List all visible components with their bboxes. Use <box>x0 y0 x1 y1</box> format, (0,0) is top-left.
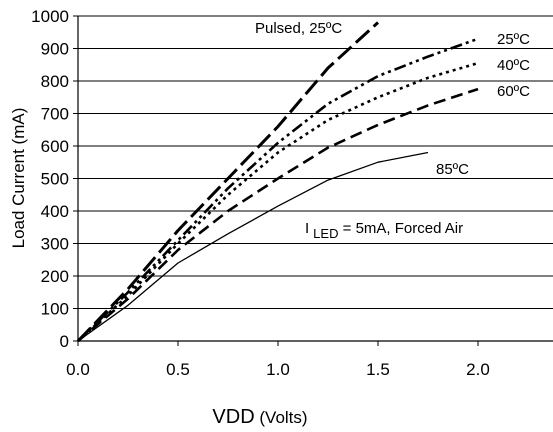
x-tick-label-2: 1.0 <box>266 360 290 379</box>
axes <box>73 15 553 346</box>
y-tick-label-10: 1000 <box>31 7 69 26</box>
y-tick-label-1: 100 <box>41 300 69 319</box>
y-tick-label-9: 900 <box>41 40 69 59</box>
x-axis-label-rest: (Volts) <box>255 408 308 427</box>
y-axis-label: Load Current (mA) <box>9 108 28 249</box>
y-tick-label-8: 800 <box>41 72 69 91</box>
x-tick-label-1: 0.5 <box>166 360 190 379</box>
condition-annotation: I LED = 5mA, Forced Air <box>305 220 463 241</box>
x-axis-label: VDD (Volts) <box>212 406 307 428</box>
series-line-0 <box>76 21 380 343</box>
x-tick-labels: 0.0 0.5 1.0 1.5 2.0 <box>66 360 490 379</box>
series-line-1 <box>77 37 479 342</box>
y-tick-label-7: 700 <box>41 105 69 124</box>
series-line-3 <box>77 87 479 342</box>
annotation-sub: LED <box>313 226 338 241</box>
gridlines <box>78 15 553 309</box>
annotation-rest: = 5mA, Forced Air <box>338 220 463 237</box>
y-tick-label-0: 0 <box>60 332 69 351</box>
series-labels: Pulsed, 25ºC 25ºC 40ºC 60ºC 85ºC <box>255 20 530 178</box>
series-line-4 <box>77 151 429 342</box>
x-tick-label-4: 2.0 <box>466 360 490 379</box>
x-tick-label-0: 0.0 <box>66 360 90 379</box>
x-axis-label-sub: DD <box>226 406 255 428</box>
y-tick-label-4: 400 <box>41 202 69 221</box>
annotation-main: I <box>305 220 309 237</box>
series-label-4: 85ºC <box>436 161 469 178</box>
series-label-0: Pulsed, 25ºC <box>255 20 342 37</box>
y-tick-label-3: 300 <box>41 235 69 254</box>
x-axis-label-main: V <box>212 406 226 428</box>
series-label-3: 60ºC <box>497 83 530 100</box>
series-label-1: 25ºC <box>497 31 530 48</box>
y-tick-labels: 0 100 200 300 400 500 600 700 800 900 1000 <box>31 7 69 351</box>
series-lines <box>76 21 479 343</box>
x-tick-label-3: 1.5 <box>366 360 390 379</box>
y-tick-label-6: 600 <box>41 137 69 156</box>
series-line-2 <box>77 61 479 342</box>
series-label-2: 40ºC <box>497 57 530 74</box>
y-tick-label-2: 200 <box>41 267 69 286</box>
y-tick-label-5: 500 <box>41 170 69 189</box>
